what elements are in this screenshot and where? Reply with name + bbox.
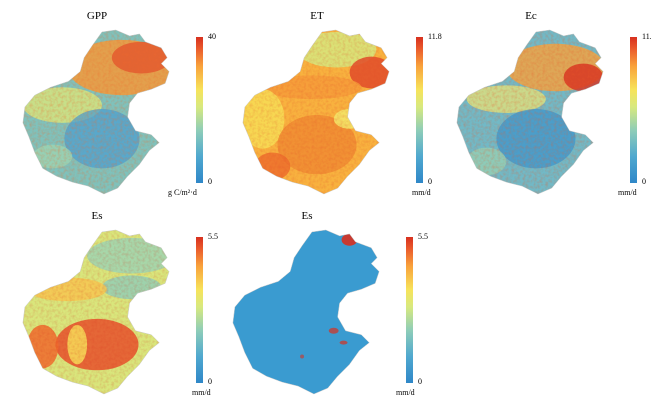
panel-et: ET 11.8 0 mm/d [232,10,442,200]
colorbar [416,37,423,183]
colorbar-max-label: 40 [208,32,216,41]
map-gpp [22,29,170,195]
map-et [242,29,390,195]
colorbar-unit-label: mm/d [618,188,637,197]
panel-title: ET [310,10,324,22]
colorbar-min-label: 0 [418,377,422,386]
colorbar-unit-label: mm/d [192,388,211,397]
panel-ec: Ec 11.3 0 mm/d [446,10,651,200]
colorbar-max-label: 5.5 [208,232,218,241]
panel-title: Es [91,210,103,222]
map-ec [456,29,604,195]
colorbar-unit-label: mm/d [396,388,415,397]
panel-title: GPP [86,10,108,22]
panel-es-2: Es 5.5 0 mm/d [222,210,428,400]
colorbar [406,237,413,383]
colorbar-max-label: 11.3 [642,32,651,41]
panel-gpp: GPP 40 0 g C/m²·d [12,10,216,200]
colorbar-unit-label: g C/m²·d [168,188,197,197]
map-es-2 [232,229,380,395]
colorbar-min-label: 0 [428,177,432,186]
colorbar [196,237,203,383]
panel-es-1: Es 5.5 0 mm/d [12,210,218,400]
colorbar-max-label: 11.8 [428,32,442,41]
colorbar-min-label: 0 [642,177,646,186]
map-es-1 [22,229,170,395]
colorbar-max-label: 5.5 [418,232,428,241]
colorbar-unit-label: mm/d [412,188,431,197]
panel-title: Es [301,210,313,222]
colorbar-min-label: 0 [208,377,212,386]
panel-title: Ec [525,10,537,22]
colorbar [630,37,637,183]
colorbar [196,37,203,183]
colorbar-min-label: 0 [208,177,212,186]
